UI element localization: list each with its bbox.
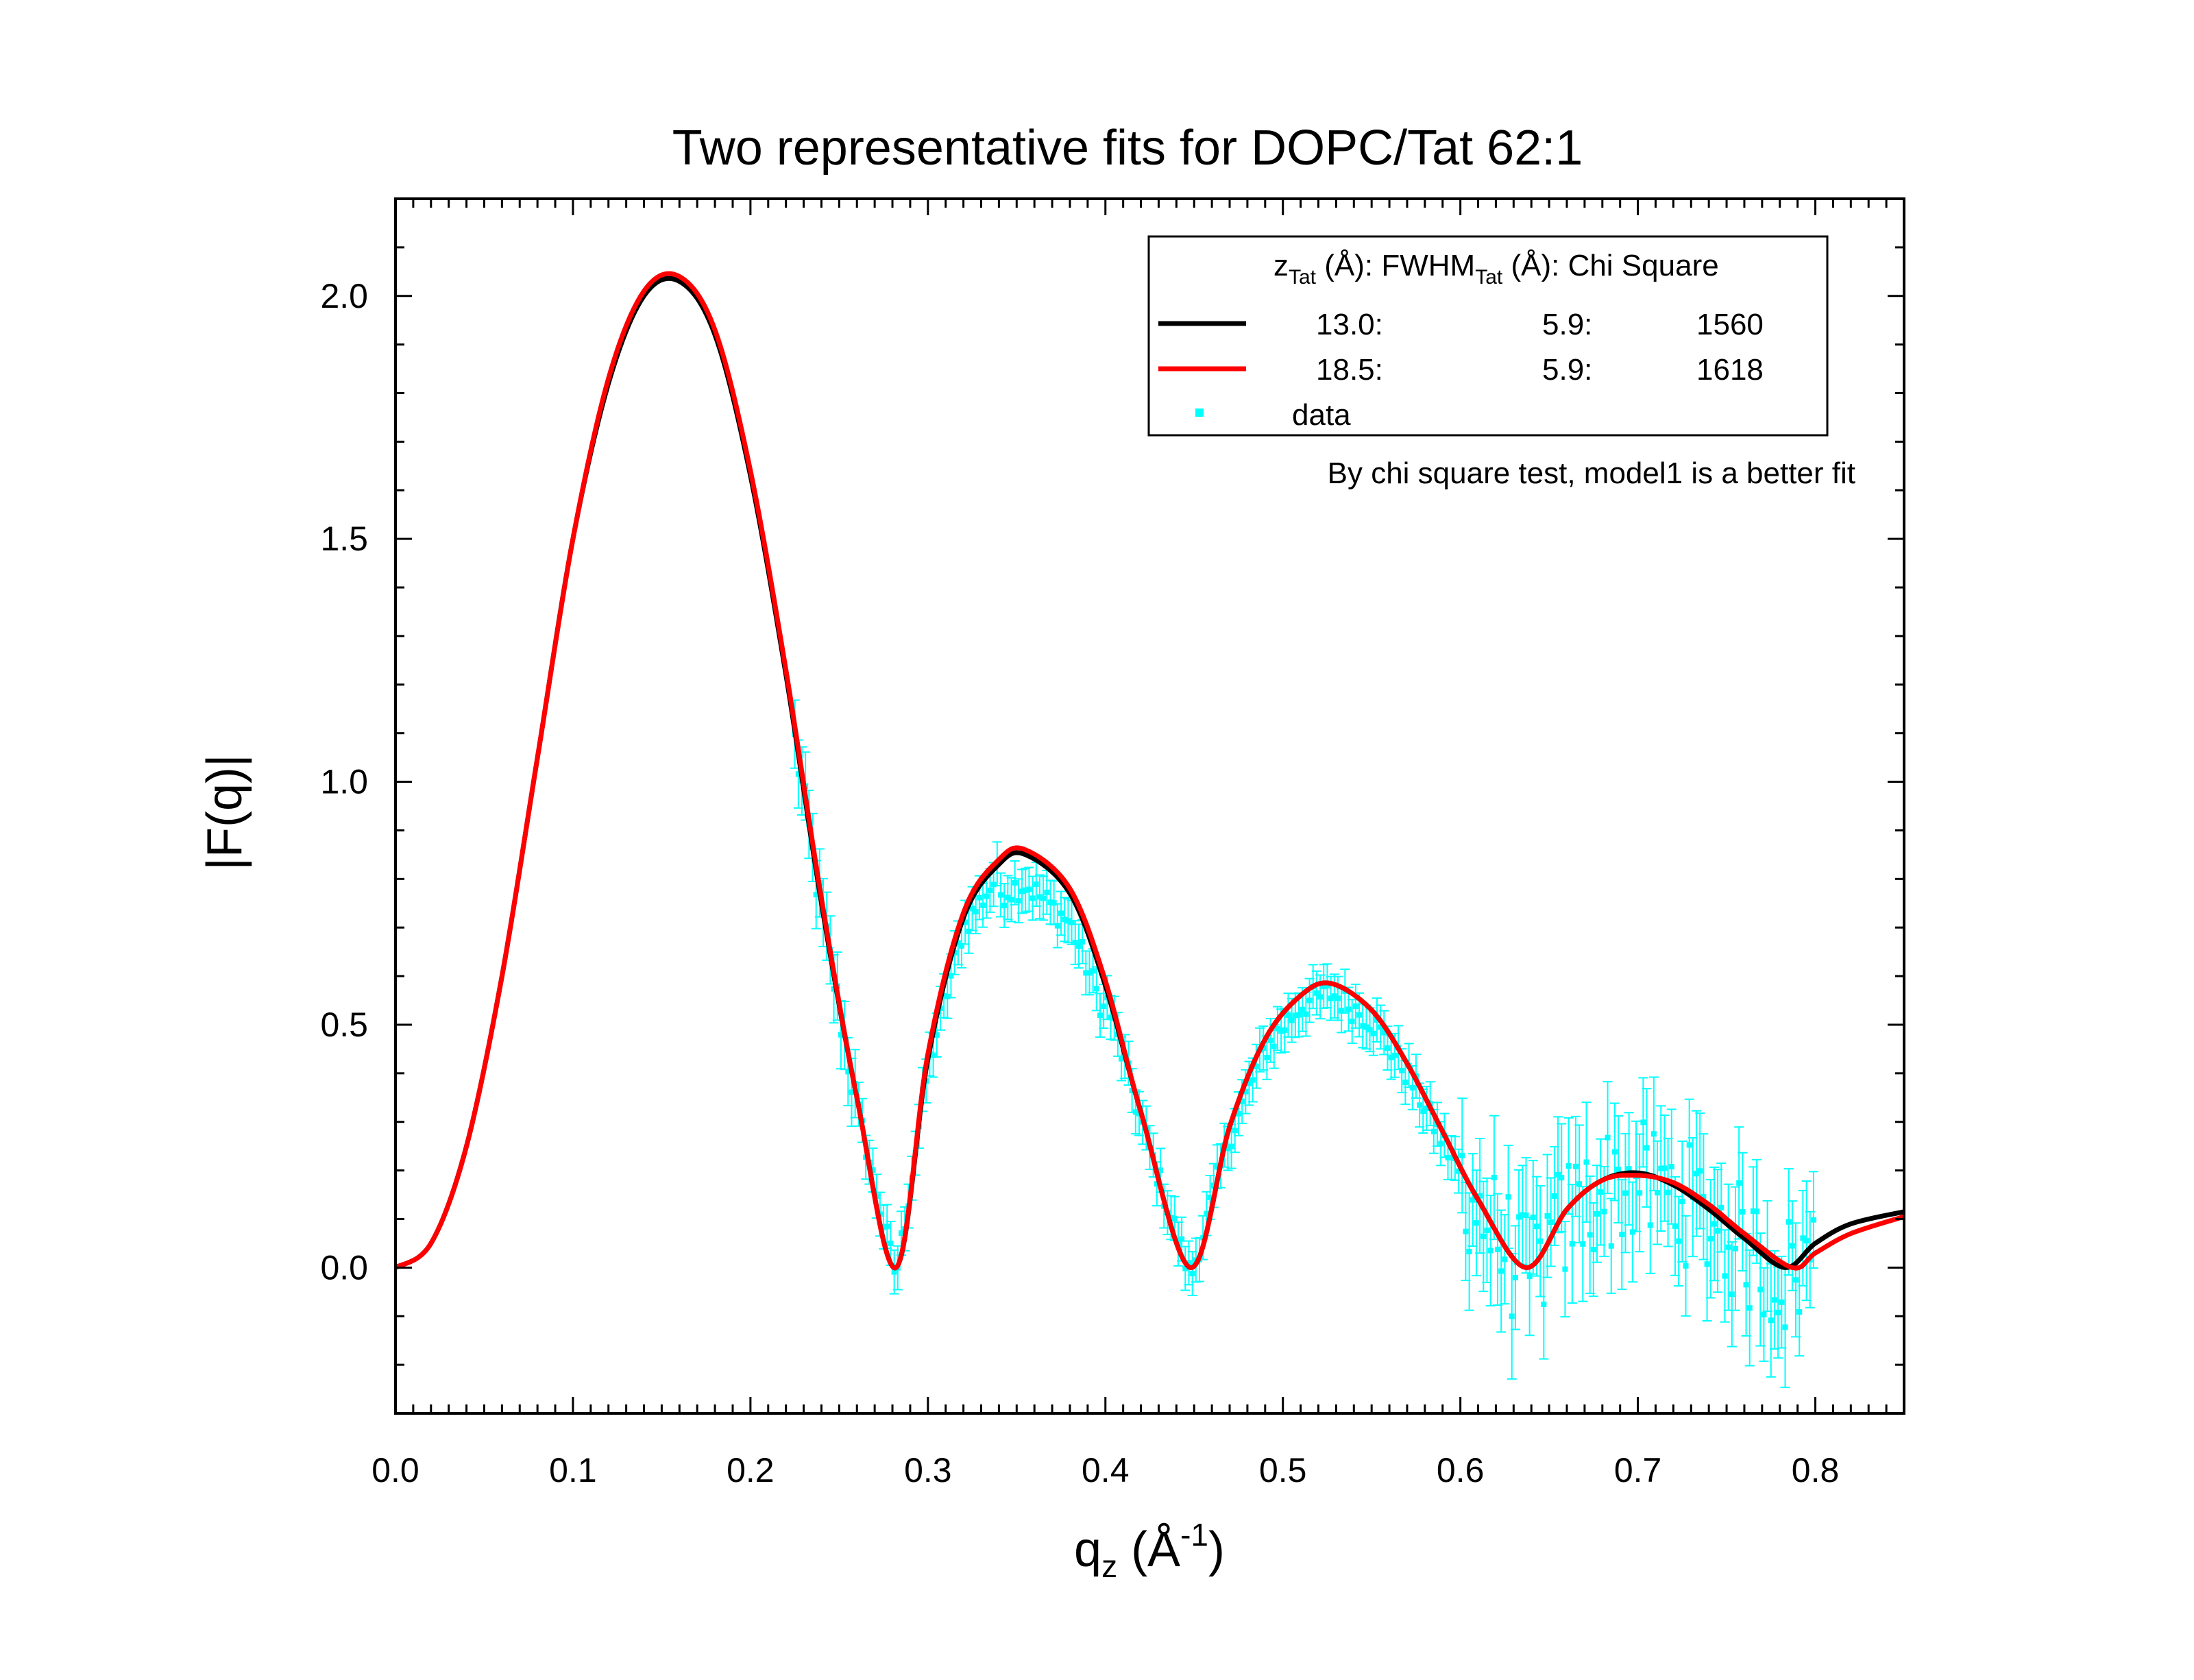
legend-header-z-unit: (Å):: [1316, 249, 1381, 282]
legend-model-2-z: 18.5:: [1316, 353, 1383, 387]
data-point: [1681, 1215, 1691, 1317]
x-tick-label: 0.8: [1792, 1451, 1840, 1489]
y-tick-label: 0.0: [320, 1248, 368, 1287]
fit-annotation: By chi square test, model1 is a better f…: [1328, 456, 1855, 490]
legend-model-1-z: 13.0:: [1316, 308, 1383, 341]
x-tick-label: 0.5: [1259, 1451, 1307, 1489]
x-label-paren-open: (Å: [1117, 1522, 1180, 1577]
legend-header-z: z: [1273, 249, 1289, 282]
y-tick-label: 1.0: [320, 763, 368, 801]
y-tick-label: 2.0: [320, 277, 368, 315]
data-point: [1656, 1105, 1666, 1232]
data-point: [1528, 1160, 1538, 1275]
data-point: [1705, 1178, 1716, 1299]
x-tick-label: 0.6: [1437, 1451, 1485, 1489]
data-point: [1184, 1240, 1194, 1286]
data-point: [1606, 1197, 1616, 1294]
data-point: [1791, 1222, 1801, 1338]
data-point: [1663, 1137, 1673, 1247]
x-tick-label: 0.2: [727, 1451, 775, 1489]
x-tick-labels: 0.0 0.1 0.2 0.3 0.4 0.5 0.6 0.7 0.8: [371, 1451, 1839, 1489]
chart-title: Two representative fits for DOPC/Tat 62:…: [672, 121, 1583, 175]
x-label-base: q: [1074, 1522, 1101, 1577]
x-tick-label: 0.1: [549, 1451, 597, 1489]
fit-curve-model-2: [394, 271, 1905, 1271]
fit-curves: [394, 271, 1905, 1271]
data-point: [1003, 875, 1013, 921]
plot-frame: [394, 197, 1905, 1415]
x-axis-label: qz (Å-1): [1074, 1517, 1225, 1584]
y-tick-label: 1.5: [320, 520, 368, 558]
data-point: [1024, 866, 1034, 912]
data-point: [1542, 1154, 1552, 1278]
legend: zTat (Å): FWHMTat (Å): Chi Square 13.0: …: [1147, 235, 1829, 437]
legend-header-z-sub: Tat: [1289, 266, 1317, 289]
data-point: [1560, 1221, 1570, 1318]
data-point: [1478, 1180, 1489, 1292]
legend-box: [1147, 235, 1829, 437]
x-tick-label: 0.0: [371, 1451, 419, 1489]
axis-ticks: [394, 197, 1905, 1415]
data-point: [1738, 1152, 1748, 1271]
x-tick-label: 0.4: [1082, 1451, 1130, 1489]
data-point: [1329, 973, 1339, 1019]
legend-header-fwhm-sub: Tat: [1475, 266, 1503, 289]
x-label-paren-close: ): [1208, 1522, 1225, 1577]
legend-model-2-fwhm: 5.9:: [1542, 353, 1592, 387]
legend-header-fwhm: FWHM: [1381, 249, 1475, 282]
x-tick-label: 0.3: [904, 1451, 952, 1489]
legend-header-chi: Chi Square: [1568, 249, 1719, 282]
y-axis-label: |F(q)|: [197, 754, 252, 870]
data-point: [1698, 1133, 1709, 1261]
legend-model-1-chi: 1560: [1696, 308, 1764, 341]
data-point: [1638, 1077, 1648, 1168]
legend-header-fwhm-unit: (Å):: [1502, 249, 1568, 282]
legend-data-label: data: [1292, 398, 1351, 432]
data-point: [1013, 878, 1023, 924]
data-point: [1496, 1209, 1507, 1333]
y-tick-label: 0.5: [320, 1006, 368, 1044]
data-point: [1350, 984, 1361, 1029]
x-label-sub: z: [1101, 1548, 1117, 1584]
data-point: [1070, 920, 1080, 966]
legend-swatch-data: [1195, 409, 1204, 417]
x-tick-label: 0.7: [1614, 1451, 1662, 1489]
data-point: [1692, 1110, 1702, 1237]
data-point: [1467, 1153, 1478, 1247]
legend-model-2-chi: 1618: [1696, 353, 1764, 387]
data-point: [1524, 1217, 1535, 1337]
legend-header: zTat (Å): FWHMTat (Å): Chi Square: [1273, 249, 1719, 289]
data-point: [1602, 1081, 1613, 1195]
y-tick-labels: 0.0 0.5 1.0 1.5 2.0: [320, 277, 368, 1287]
data-point: [1510, 1225, 1520, 1330]
legend-model-1-fwhm: 5.9:: [1542, 308, 1592, 341]
x-label-sup: -1: [1180, 1517, 1208, 1553]
data-series: [790, 699, 1818, 1389]
